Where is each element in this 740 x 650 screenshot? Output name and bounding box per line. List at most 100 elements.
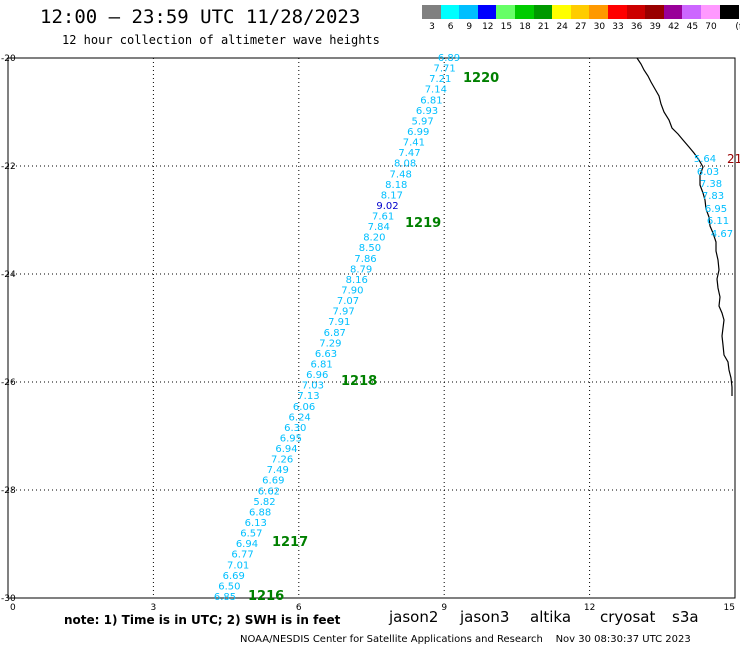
swh-value: 6.69	[223, 571, 245, 582]
swh-value: 7.83	[702, 191, 724, 202]
map-frame	[7, 57, 736, 599]
colorbar-cell	[552, 5, 572, 19]
swh-value: 7.48	[390, 169, 412, 180]
x-tick-label: 15	[724, 603, 735, 613]
swh-value: 7.07	[337, 296, 359, 307]
colorbar-label: 24	[556, 22, 568, 32]
swh-value: 6.62	[258, 486, 280, 497]
map-title: 12:00 — 23:59 UTC 11/28/2023	[40, 6, 361, 28]
swh-value: 7.86	[354, 254, 376, 265]
swh-value: 6.69	[262, 476, 284, 487]
colorbar-cell	[422, 5, 441, 19]
swh-value: 8.17	[381, 190, 403, 201]
y-tick-label: -26	[1, 378, 16, 388]
swh-value: 6.85	[214, 592, 236, 603]
sat-cryosat: cryosat	[600, 608, 656, 626]
swh-value: 8.79	[350, 264, 372, 275]
y-tick-label: -22	[1, 162, 16, 172]
colorbar-unit: (ft)	[735, 22, 740, 32]
swh-value: 6.03	[697, 167, 719, 178]
swh-value: 6.95	[705, 204, 727, 215]
colorbar-label: 6	[447, 22, 454, 32]
colorbar-cell	[477, 5, 497, 19]
colorbar-cell	[626, 5, 646, 19]
swh-value: 7.38	[700, 179, 722, 190]
swh-value: 6.24	[289, 412, 311, 423]
colorbar-cell	[645, 5, 665, 19]
time-label: 1218	[341, 374, 377, 389]
swh-value: 6.87	[324, 328, 346, 339]
colorbar-label: 15	[500, 22, 513, 32]
colorbar-cell	[496, 5, 516, 19]
swh-value: 5.82	[253, 497, 275, 508]
y-tick-label: -20	[1, 54, 16, 64]
colorbar-label: 36	[630, 22, 643, 32]
swh-value: 6.81	[310, 359, 332, 370]
swh-value: 7.49	[267, 465, 289, 476]
swh-value: 7.41	[403, 138, 425, 149]
swh-value: 6.11	[707, 216, 729, 227]
colorbar-label: 39	[649, 22, 661, 32]
swh-value: 6.96	[306, 370, 328, 381]
colorbar-label: 12	[482, 22, 494, 32]
colorbar-cell	[459, 5, 479, 19]
swh-value: 7.71	[433, 64, 455, 75]
swh-value: 7.47	[398, 148, 420, 159]
swh-value: 7.03	[302, 381, 324, 392]
colorbar-cell	[533, 5, 553, 19]
colorbar-cell	[608, 5, 627, 19]
swh-value: 6.89	[438, 53, 460, 64]
sat-jason2: jason2	[389, 608, 439, 626]
time-label: 1216	[248, 589, 284, 604]
footer-note: note: 1) Time is in UTC; 2) SWH is in fe…	[64, 613, 341, 627]
colorbar-cell	[570, 5, 590, 19]
swh-value: 8.20	[363, 233, 385, 244]
colorbar-label: 45	[686, 22, 699, 32]
y-tick-label: -24	[1, 270, 16, 280]
swh-value: 7.91	[328, 317, 350, 328]
swh-value: 6.30	[284, 423, 306, 434]
swh-value: 5.97	[412, 116, 434, 127]
colorbar-label: 30	[593, 22, 606, 32]
swh-value: 6.50	[218, 581, 240, 592]
swh-value: 4.67	[711, 229, 733, 240]
sat-altika: altika	[530, 608, 572, 626]
swh-value: 6.93	[416, 106, 438, 117]
swh-value: 9.02	[376, 201, 398, 212]
colorbar-label: 33	[612, 22, 624, 32]
x-tick-label: 12	[584, 603, 595, 613]
partial-time-label: 21	[727, 152, 740, 166]
swh-value: 6.77	[231, 550, 253, 561]
swh-value: 6.63	[315, 349, 337, 360]
x-tick-label: 9	[441, 603, 447, 613]
swh-value: 7.21	[429, 74, 451, 85]
colorbar-label: 42	[668, 22, 680, 32]
colorbar-label: 21	[537, 22, 550, 32]
swh-value: 6.95	[280, 433, 302, 444]
swh-value: 5.64	[694, 154, 716, 165]
swh-value: 8.16	[346, 275, 368, 286]
colorbar-label: 9	[466, 22, 473, 32]
swh-value: 7.14	[425, 85, 447, 96]
swh-value: 7.26	[271, 455, 293, 466]
colorbar-label: 18	[519, 22, 531, 32]
swh-value: 8.18	[385, 180, 407, 191]
sat-jason3: jason3	[460, 608, 510, 626]
swh-value: 6.94	[236, 539, 258, 550]
colorbar-cell	[682, 5, 702, 19]
x-tick-label: 3	[151, 603, 157, 613]
swh-value: 7.29	[319, 338, 341, 349]
swh-value: 6.99	[407, 127, 429, 138]
colorbar-cell	[719, 5, 739, 19]
coastline	[636, 57, 733, 396]
x-tick-label: 6	[296, 603, 302, 613]
sat-s3a: s3a	[672, 608, 699, 626]
swh-value: 7.01	[227, 560, 249, 571]
swh-value: 7.90	[341, 286, 363, 297]
y-tick-label: -28	[1, 486, 16, 496]
colorbar-cell	[440, 5, 460, 19]
swh-value: 6.81	[420, 95, 442, 106]
colorbar-cell	[589, 5, 609, 19]
colorbar-cell	[701, 5, 720, 19]
